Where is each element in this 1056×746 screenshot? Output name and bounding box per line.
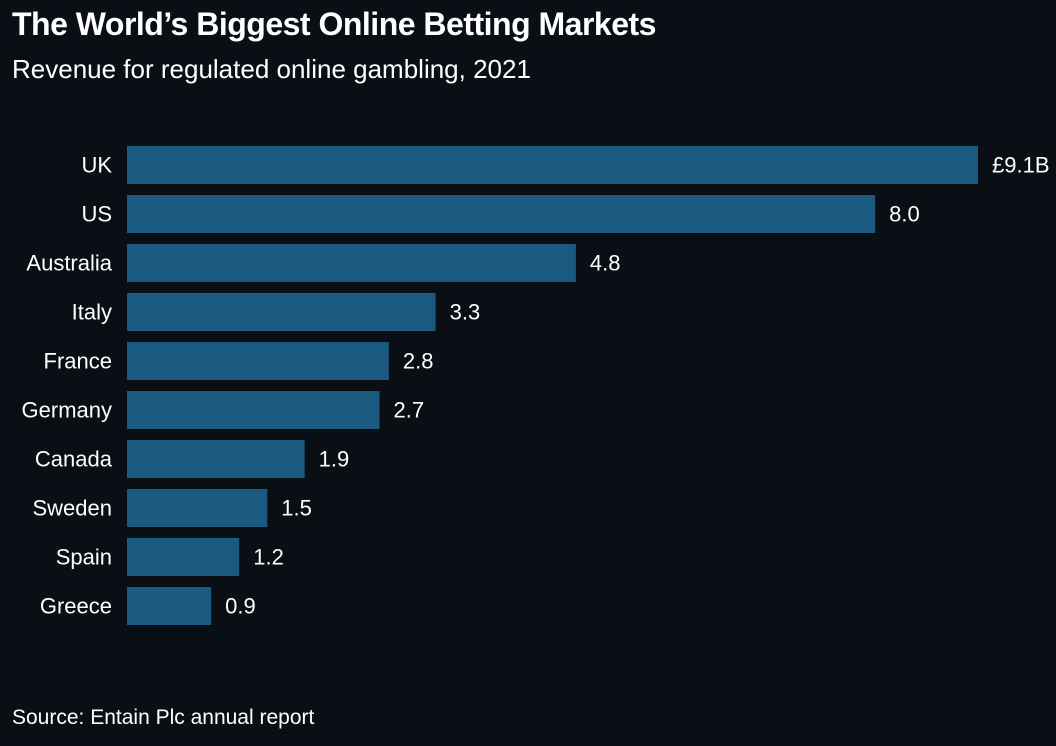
category-label-canada: Canada — [35, 447, 113, 472]
bar-greece — [127, 587, 212, 625]
bar-spain — [127, 538, 240, 576]
value-label-us: 8.0 — [889, 202, 920, 227]
value-label-uk: £9.1B — [992, 153, 1050, 178]
category-label-australia: Australia — [26, 251, 112, 276]
value-label-australia: 4.8 — [590, 251, 621, 276]
category-label-germany: Germany — [22, 398, 112, 423]
source-note: Source: Entain Plc annual report — [12, 706, 315, 729]
category-label-uk: UK — [81, 153, 112, 178]
bar-australia — [127, 244, 576, 282]
value-label-italy: 3.3 — [450, 300, 481, 325]
value-label-spain: 1.2 — [253, 545, 284, 570]
value-label-greece: 0.9 — [225, 594, 256, 619]
bar-france — [127, 342, 389, 380]
category-label-greece: Greece — [40, 594, 112, 619]
category-label-us: US — [81, 202, 112, 227]
category-label-france: France — [44, 349, 112, 374]
category-label-italy: Italy — [72, 300, 112, 325]
value-label-sweden: 1.5 — [281, 496, 312, 521]
value-label-canada: 1.9 — [319, 447, 350, 472]
bar-sweden — [127, 489, 268, 527]
bar-canada — [127, 440, 305, 478]
value-label-france: 2.8 — [403, 349, 434, 374]
bar-italy — [127, 293, 436, 331]
bar-germany — [127, 391, 380, 429]
category-label-sweden: Sweden — [32, 496, 112, 521]
chart-title: The World’s Biggest Online Betting Marke… — [12, 6, 656, 42]
chart-subtitle: Revenue for regulated online gambling, 2… — [12, 54, 531, 84]
category-label-spain: Spain — [56, 545, 112, 570]
value-label-germany: 2.7 — [393, 398, 424, 423]
bar-uk — [127, 146, 978, 184]
bar-us — [127, 195, 876, 233]
